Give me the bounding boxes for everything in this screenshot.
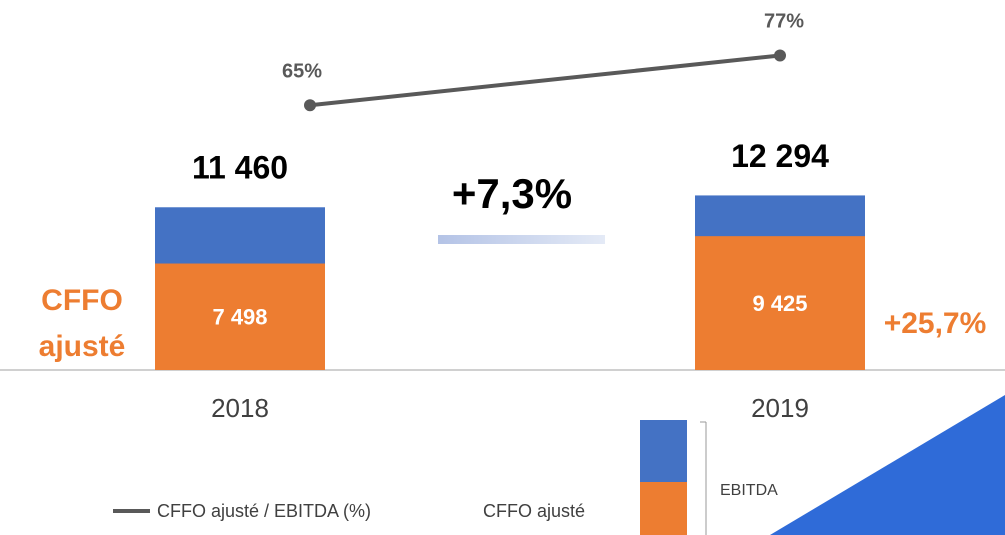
line xyxy=(309,53,781,108)
legend-swatch xyxy=(640,420,687,482)
x-tick-label: 2019 xyxy=(751,393,809,423)
side-label: CFFO xyxy=(41,284,123,317)
legend-swatch xyxy=(640,482,687,535)
x-tick-label: 2018 xyxy=(211,393,269,423)
legend-label: CFFO ajusté / EBITDA (%) xyxy=(157,501,371,521)
growth-label: +7,3% xyxy=(452,170,572,217)
line-label: 77% xyxy=(764,11,804,33)
bar xyxy=(695,236,865,370)
cffo-growth-label: +25,7% xyxy=(884,307,987,340)
value-label: 7 498 xyxy=(212,305,267,330)
line-label: 65% xyxy=(282,61,322,83)
growth-underline xyxy=(438,235,605,244)
legend-label: EBITDA xyxy=(720,482,778,499)
side-label: ajusté xyxy=(39,330,126,363)
total-label: 11 460 xyxy=(192,150,288,186)
line-point xyxy=(774,49,786,62)
total-label: 12 294 xyxy=(731,138,829,174)
decor-triangle xyxy=(770,395,1005,535)
legend-label: CFFO ajusté xyxy=(483,501,585,521)
value-label: 9 425 xyxy=(752,291,807,316)
line-point xyxy=(304,99,316,112)
bar xyxy=(155,263,325,370)
